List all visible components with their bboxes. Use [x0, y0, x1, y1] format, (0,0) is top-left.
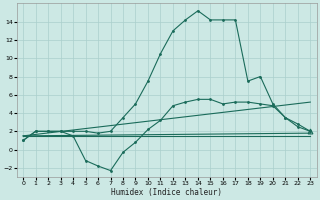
X-axis label: Humidex (Indice chaleur): Humidex (Indice chaleur) [111, 188, 222, 197]
